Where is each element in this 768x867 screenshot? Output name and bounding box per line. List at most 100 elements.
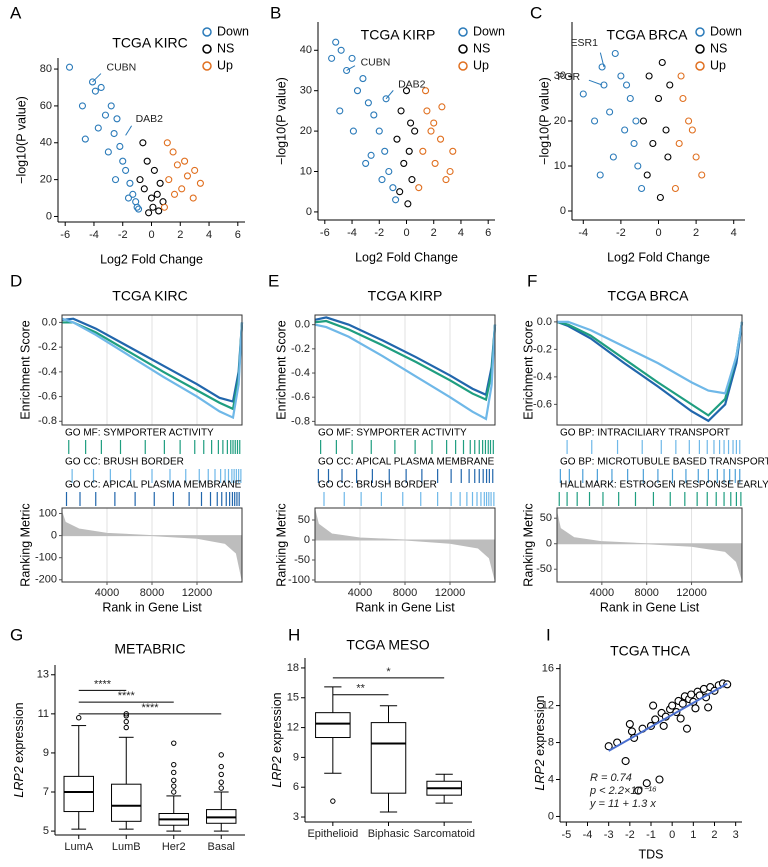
gene-set-name: GO CC: APICAL PLASMA MEMBRANE	[318, 457, 495, 468]
outlier	[171, 761, 177, 768]
panel-title: TCGA BRCA	[608, 288, 690, 304]
point	[367, 151, 375, 159]
x-tick-label: Sarcomatoid	[413, 828, 475, 840]
point	[649, 139, 657, 148]
x-tick-label: 2	[177, 229, 183, 241]
annotation: PGR	[557, 71, 580, 83]
point	[370, 111, 378, 119]
y-tick-label: 0	[46, 210, 52, 222]
legend-marker	[202, 44, 212, 54]
point	[81, 135, 89, 143]
x-axis-label: Log2 Fold Change	[100, 252, 203, 266]
x-axis-label: Rank in Gene List	[600, 600, 700, 614]
point	[679, 94, 687, 103]
x-tick-label: -2	[616, 227, 626, 239]
y-tick-label: 15	[287, 692, 299, 704]
point	[630, 139, 638, 148]
stat-annotation: p < 2.2×10⁻¹⁶	[589, 785, 657, 797]
point	[145, 209, 153, 217]
point	[139, 139, 147, 147]
x-tick-label: 0	[403, 227, 409, 239]
point	[642, 779, 651, 788]
y-tick-label: 0	[560, 205, 566, 217]
point	[375, 127, 383, 135]
panel-title: TCGA BRCA	[607, 27, 689, 43]
panel-title: TCGA KIRC	[112, 288, 187, 304]
point	[688, 126, 696, 134]
y-tick-label: 60	[40, 100, 52, 112]
point	[163, 139, 171, 147]
x-tick-label: 8000	[393, 587, 417, 599]
legend-marker	[695, 44, 705, 54]
point	[638, 184, 646, 193]
y-tick-label: 80	[40, 63, 52, 75]
y-tick-label: 4	[548, 773, 554, 785]
point	[189, 194, 197, 202]
y-tick-label: 20	[554, 115, 566, 127]
y-tick-label: 9	[43, 747, 49, 759]
legend-marker	[202, 61, 212, 71]
panel-letter: I	[546, 625, 551, 644]
point	[328, 54, 336, 62]
point	[442, 176, 450, 184]
legend-label: Down	[710, 24, 742, 38]
x-tick-label: -4	[347, 227, 357, 239]
point	[621, 126, 629, 134]
annotation-line	[346, 65, 356, 71]
y-tick-label: 100	[39, 507, 57, 519]
y-tick-label: 11	[38, 708, 49, 720]
y-axis-label: Enrichment Score	[18, 320, 32, 419]
y-tick-label: 7	[43, 786, 49, 798]
point	[149, 203, 157, 211]
point	[611, 49, 619, 58]
x-tick-label: Epithelioid	[307, 828, 358, 840]
outlier	[218, 763, 224, 770]
point	[385, 167, 393, 176]
point	[393, 135, 401, 143]
y-axis-label: −log10(P value)	[14, 96, 28, 184]
y-tick-label: 20	[40, 174, 52, 186]
point	[685, 117, 693, 125]
y-axis-label-text: expression	[12, 702, 26, 766]
es-frame	[314, 314, 496, 426]
panel-letter: D	[10, 271, 22, 290]
y-tick-label: 6	[293, 781, 299, 793]
outlier	[218, 752, 224, 758]
annotation: CUBN	[107, 62, 137, 74]
point	[438, 103, 446, 111]
x-tick-label: 12000	[182, 587, 213, 599]
y-tick-label: 40	[300, 44, 312, 56]
box	[63, 775, 94, 813]
fit-line	[608, 682, 728, 752]
y-tick-label: 9	[293, 751, 299, 763]
y-tick-label: 0.0	[537, 316, 552, 328]
point	[649, 701, 658, 710]
y-axis-label: LRP2 expression	[270, 692, 284, 787]
y-axis-label-gene: LRP2	[270, 756, 284, 787]
annotation: ESR1	[571, 37, 599, 49]
point	[664, 153, 672, 161]
x-tick-label: 4	[458, 227, 464, 239]
x-axis-label: Log2 Fold Change	[355, 250, 458, 264]
significance-label: ****	[118, 690, 136, 702]
point	[191, 166, 199, 174]
y-tick-label: 5	[43, 825, 49, 837]
point	[676, 714, 685, 723]
y-tick-label: -200	[35, 574, 57, 586]
x-tick-label: Biphasic	[368, 828, 410, 840]
point	[678, 699, 687, 708]
point	[196, 179, 204, 187]
annotation: CUBN	[361, 56, 391, 68]
x-axis-label: TDS	[639, 847, 664, 861]
es-line	[557, 320, 744, 395]
annotation: DAB2	[398, 79, 426, 91]
point	[400, 159, 408, 167]
point	[124, 194, 133, 202]
point	[617, 72, 625, 80]
gene-set-name: GO BP: MICROTUBULE BASED TRANSPORT	[560, 457, 768, 468]
point	[606, 108, 614, 116]
point	[65, 63, 74, 71]
y-tick-label: 0.0	[42, 316, 57, 328]
y-tick-label: -0.8	[291, 415, 310, 427]
y-axis-label-gene: LRP2	[12, 766, 26, 797]
